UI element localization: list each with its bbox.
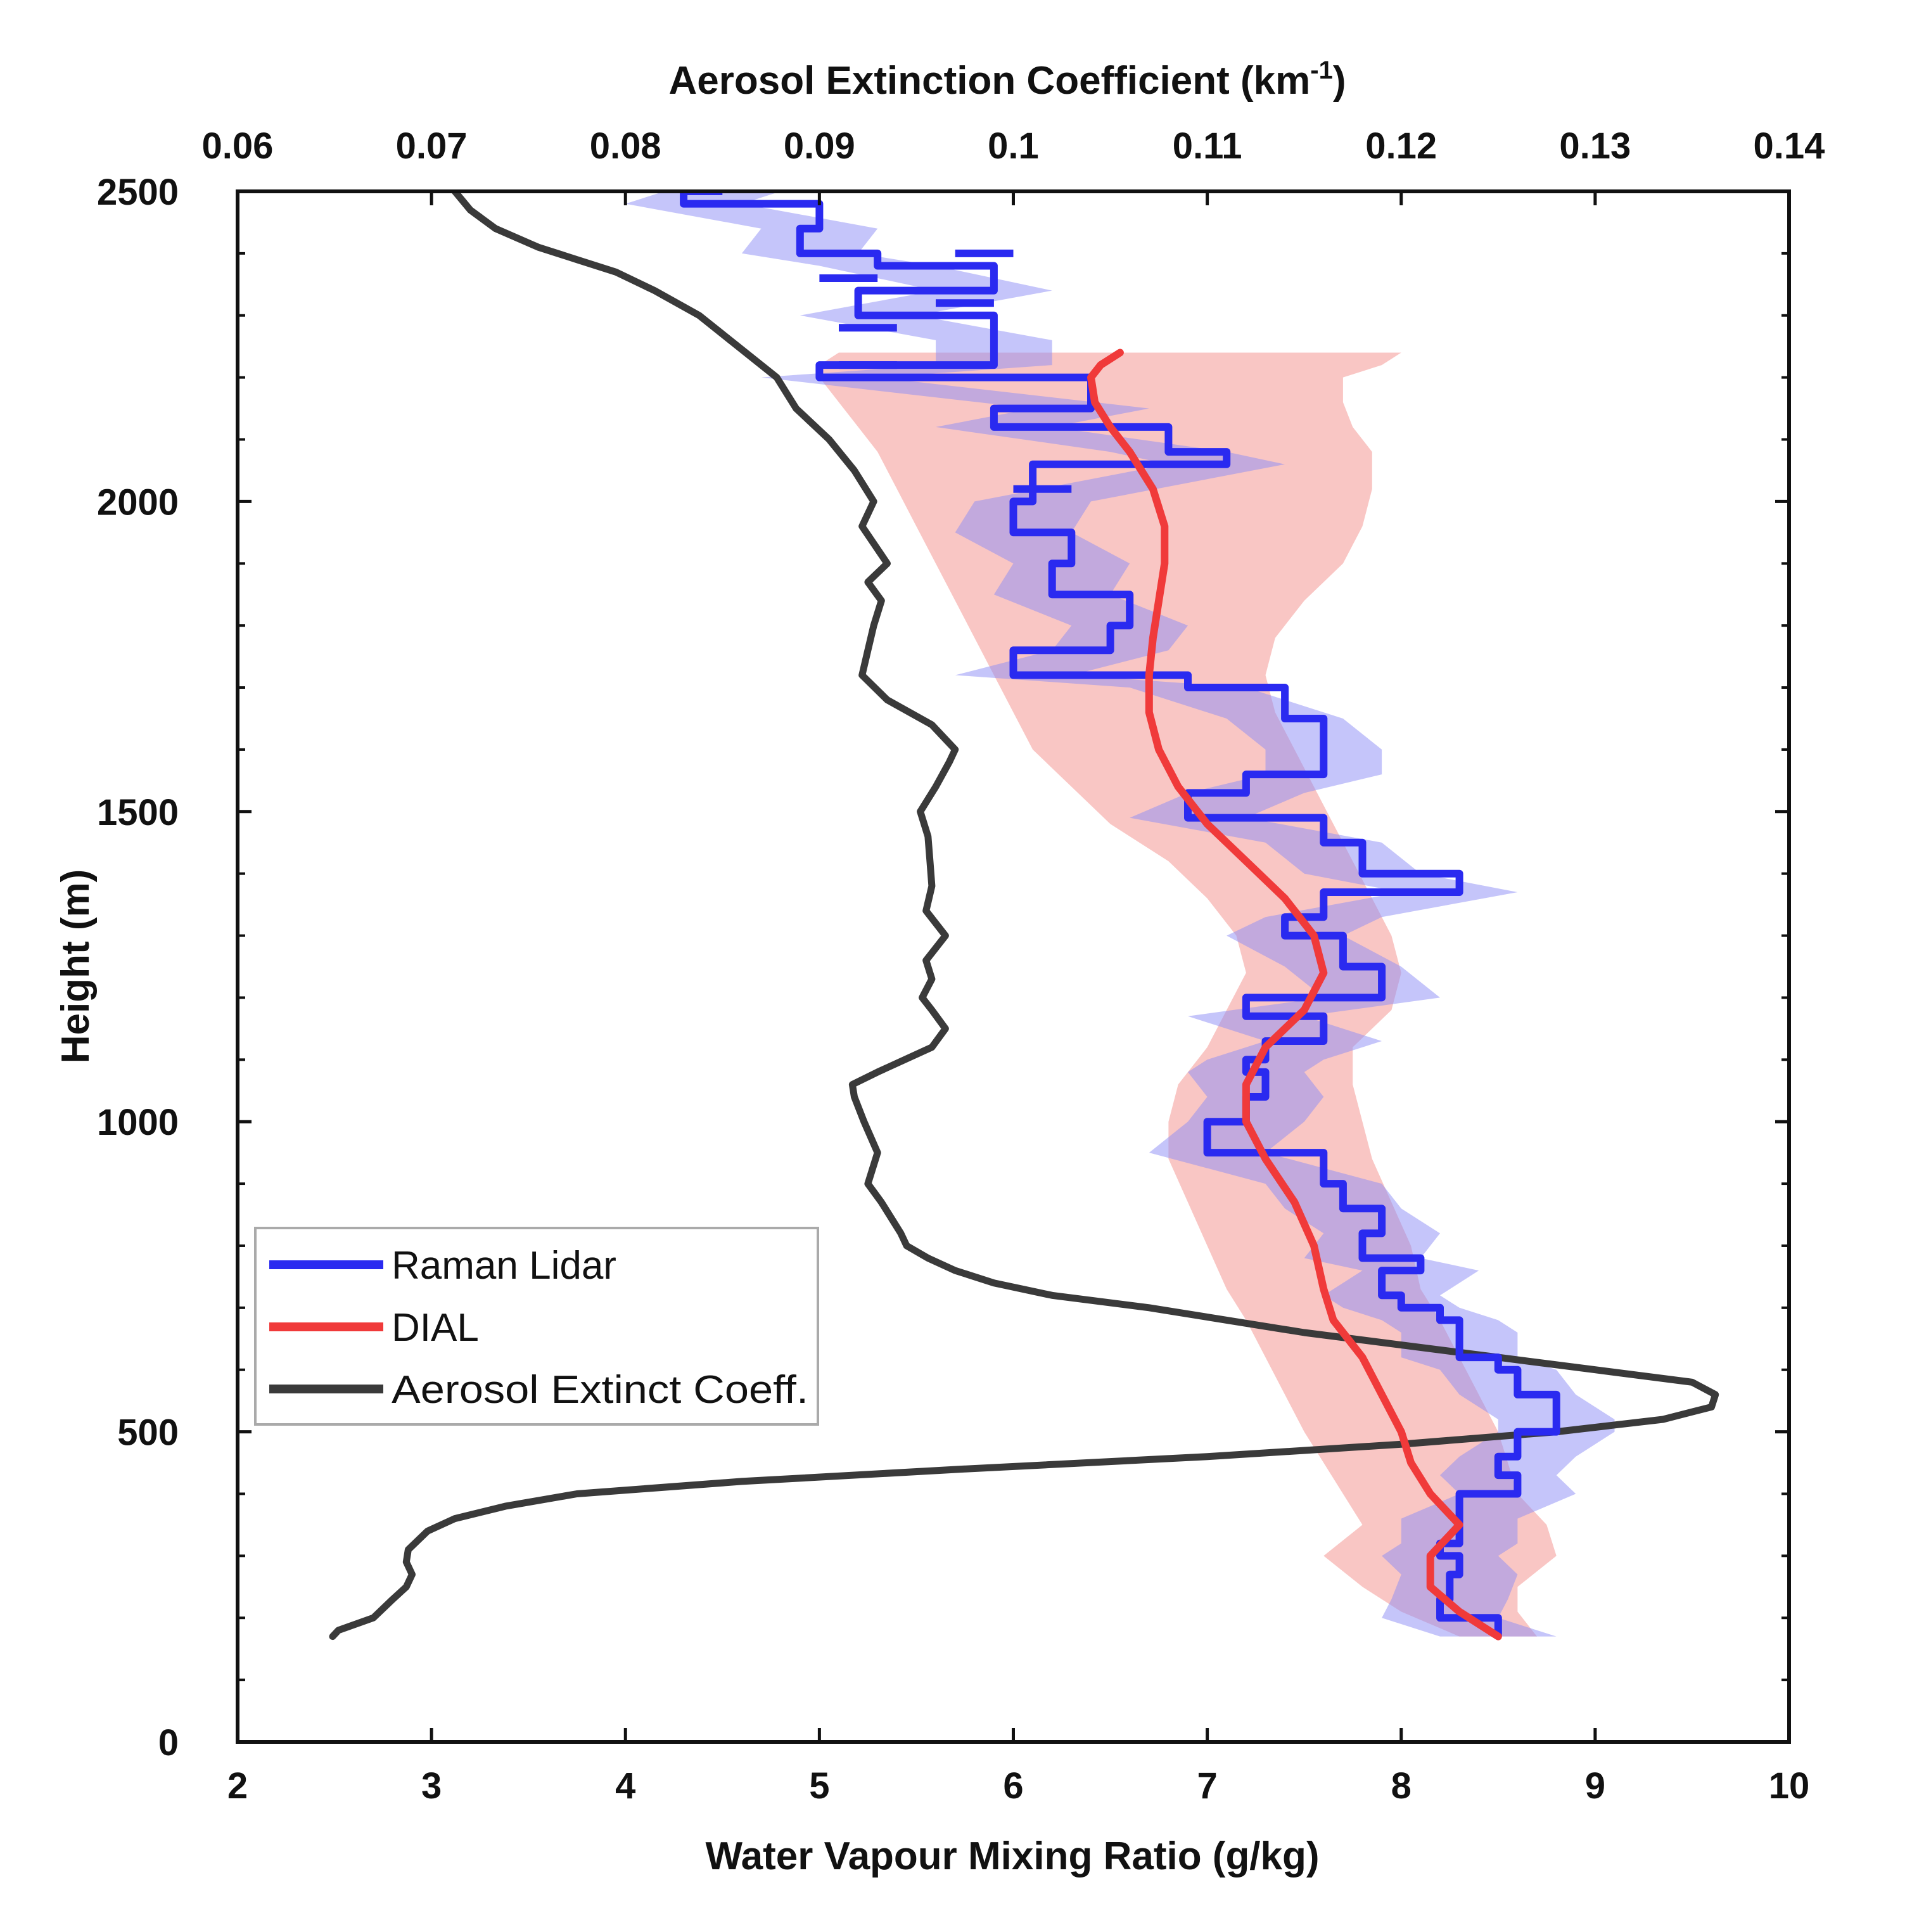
x-tick-label-top: 0.12: [1365, 125, 1437, 167]
x-tick-label-bottom: 3: [421, 1765, 442, 1807]
data-lines: [329, 191, 1719, 1641]
y-tick-label: 2500: [97, 172, 179, 213]
x-tick-label-bottom: 6: [1003, 1765, 1023, 1807]
y-tick-label: 0: [158, 1722, 179, 1763]
x-axis-title-top-close: ): [1333, 59, 1346, 103]
x-axis-title-top: Aerosol Extinction Coefficient (km-1): [668, 56, 1346, 103]
x-axis-title-top-text: Aerosol Extinction Coefficient (km: [668, 59, 1310, 103]
uncertainty-bands: [625, 191, 1615, 1637]
x-tick-label-bottom: 9: [1585, 1765, 1605, 1807]
plot-area-frame: [236, 189, 1791, 1744]
legend: Raman Lidar DIAL Aerosol Extinct Coeff.: [254, 1227, 819, 1426]
y-tick-label: 1500: [97, 792, 179, 833]
dial-line: [1087, 349, 1502, 1641]
x-tick-label-top: 0.09: [784, 125, 855, 167]
aerosol-extinction-line: [329, 191, 1719, 1641]
x-tick-label-bottom: 10: [1769, 1765, 1810, 1807]
x-tick-label-top: 0.08: [590, 125, 661, 167]
x-tick-label-top: 0.1: [988, 125, 1039, 167]
x-tick-label-bottom: 4: [615, 1765, 635, 1807]
y-tick-label: 1000: [97, 1102, 179, 1143]
y-axis-title: Height (m): [54, 869, 98, 1064]
x-tick-label-bottom: 5: [809, 1765, 829, 1807]
x-tick-label-bottom: 8: [1391, 1765, 1412, 1807]
raman-uncertainty-band: [625, 191, 1615, 1637]
x-tick-label-top: 0.14: [1754, 125, 1825, 167]
x-tick-label-top: 0.13: [1559, 125, 1631, 167]
x-tick-label-top: 0.11: [1173, 125, 1242, 167]
x-axis-title-top-superscript: -1: [1310, 56, 1333, 84]
y-tick-label: 500: [117, 1412, 179, 1454]
x-tick-label-top: 0.07: [396, 125, 468, 167]
x-axis-title-bottom: Water Vapour Mixing Ratio (g/kg): [705, 1834, 1319, 1878]
legend-label-aerosol: Aerosol Extinct Coeff.: [392, 1368, 808, 1412]
x-tick-label-top: 0.06: [202, 125, 274, 167]
x-tick-label-bottom: 2: [227, 1765, 248, 1807]
legend-label-dial: DIAL: [392, 1306, 479, 1350]
x-tick-label-bottom: 7: [1197, 1765, 1217, 1807]
legend-label-raman-lidar: Raman Lidar: [392, 1244, 616, 1288]
tick-labels: 2 3 4 5 6 7 8 9 10 0.06 0.07 0.08 0.09 0.1 0.11 0.12 0.1…: [97, 125, 1825, 1807]
raman-lidar-line: [680, 191, 1560, 1637]
y-tick-label: 2000: [97, 482, 179, 523]
